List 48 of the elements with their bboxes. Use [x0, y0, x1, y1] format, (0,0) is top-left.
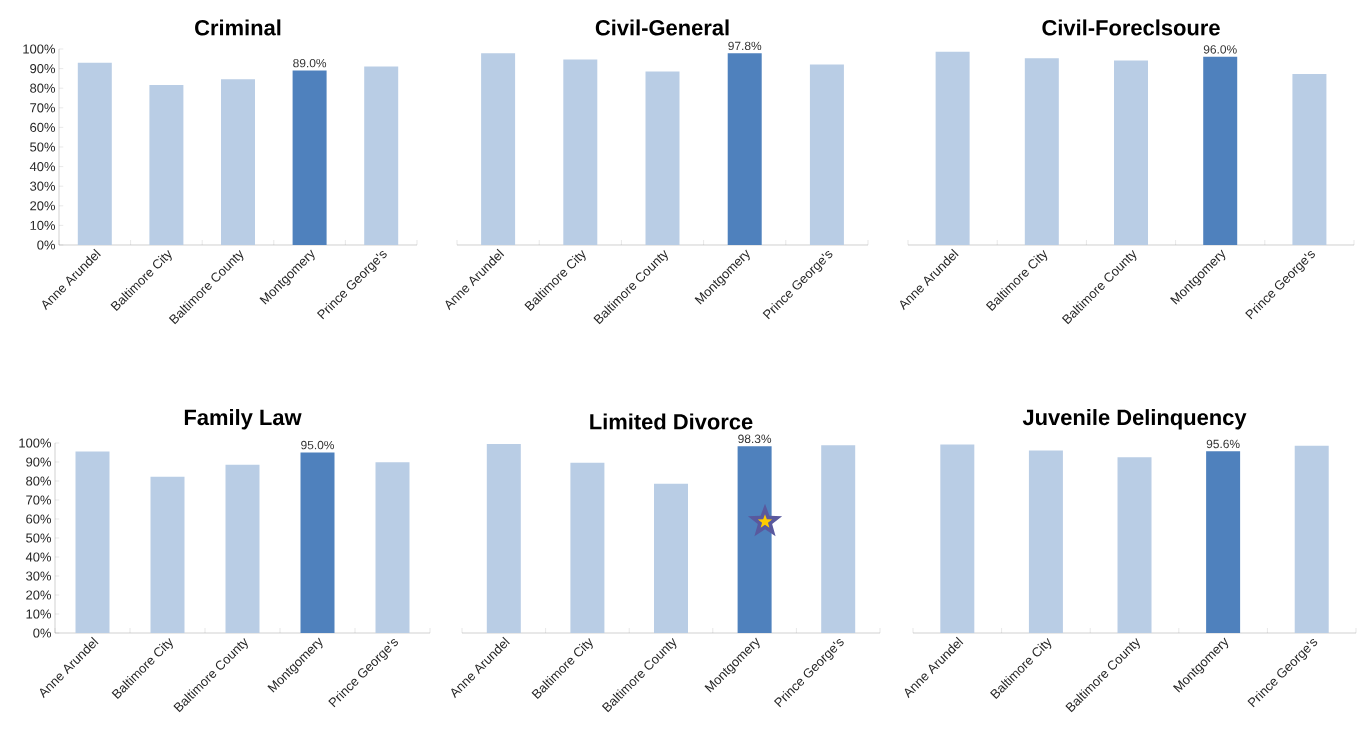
y-tick-label: 90%: [30, 64, 56, 74]
y-tick-label: 60%: [30, 122, 56, 132]
y-tick-label: 50%: [26, 533, 52, 543]
y-tick-label: 10%: [26, 609, 52, 619]
data-label: 89.0%: [293, 58, 327, 68]
chart-title: Limited Divorce: [590, 413, 753, 430]
y-tick-label: 60%: [26, 514, 52, 524]
bar: [481, 53, 516, 245]
bar: [150, 476, 185, 633]
y-tick-label: 80%: [26, 476, 52, 486]
y-tick-label: 10%: [30, 220, 56, 230]
chart-title: Family Law: [184, 409, 302, 430]
y-tick-label: 30%: [26, 571, 52, 581]
chart-title: Juvenile Delinquency: [1022, 409, 1247, 430]
y-tick-label: 0%: [33, 628, 52, 638]
bar: [645, 71, 680, 245]
y-tick-label: 100%: [23, 44, 56, 54]
bar: [486, 443, 521, 633]
y-tick-label: 30%: [30, 181, 56, 191]
bar: [75, 451, 110, 633]
y-tick-label: 20%: [30, 201, 56, 211]
data-label: 96.0%: [1203, 45, 1237, 54]
bar: [727, 53, 762, 245]
data-label: 95.0%: [301, 440, 335, 450]
y-tick-label: 70%: [26, 495, 52, 505]
bar: [570, 462, 605, 633]
data-label: 98.3%: [738, 434, 772, 444]
y-tick-label: 40%: [25, 552, 52, 562]
chart-title: Civil-Foreclsoure: [1042, 19, 1220, 36]
data-label: 95.6%: [1206, 439, 1240, 449]
y-tick-label: 20%: [26, 590, 52, 600]
bar: [809, 64, 844, 245]
y-tick-label: 50%: [30, 142, 56, 152]
bar: [821, 445, 856, 633]
bar: [375, 462, 410, 633]
chart-title: Civil-General: [595, 19, 729, 36]
y-tick-label: 100%: [19, 438, 52, 448]
chart-title: Criminal: [195, 19, 281, 36]
y-tick-label: 0%: [37, 240, 56, 250]
y-tick-label: 80%: [30, 83, 56, 93]
bar: [225, 464, 260, 633]
y-tick-label: 90%: [26, 457, 52, 467]
bar: [654, 483, 689, 633]
bar: [563, 59, 598, 245]
data-label: 97.8%: [728, 41, 762, 51]
y-tick-label: 40%: [29, 162, 56, 172]
y-tick-label: 70%: [30, 103, 56, 113]
bar: [300, 452, 335, 633]
